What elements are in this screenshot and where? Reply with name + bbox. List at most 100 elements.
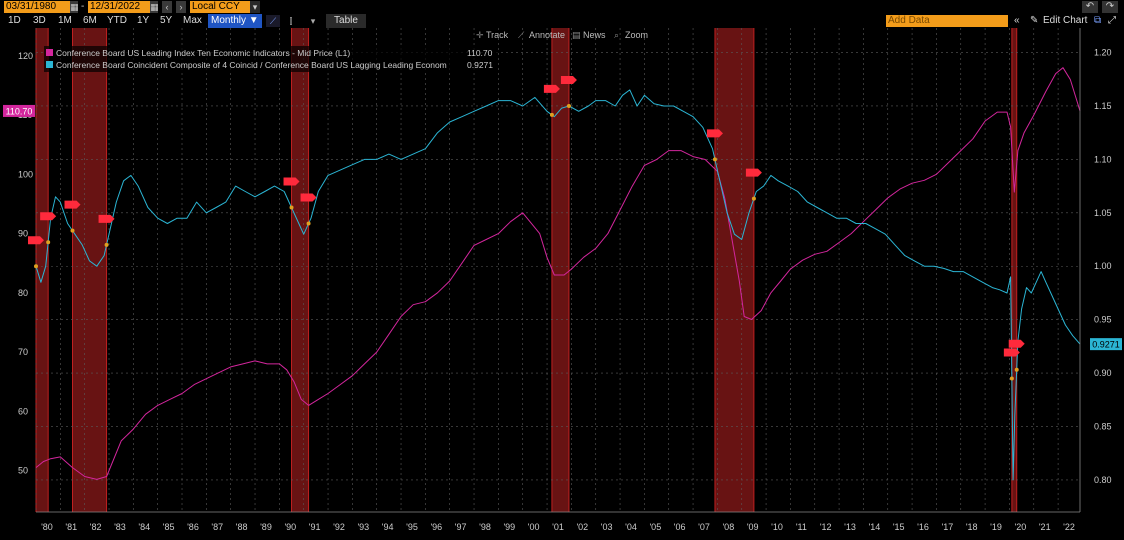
prev-arrow-icon[interactable]: ‹ — [162, 1, 172, 13]
left-axis-tick-label: 90 — [18, 229, 28, 239]
calendar-icon[interactable]: ▦ — [70, 1, 79, 13]
event-flag-marker — [283, 177, 300, 186]
x-axis-tick-label: '81 — [65, 522, 77, 532]
x-axis-tick-label: '18 — [966, 522, 978, 532]
x-axis-tick-label: '83 — [114, 522, 126, 532]
x-axis-tick-label: '08 — [722, 522, 734, 532]
news-icon[interactable]: ▤ — [572, 30, 581, 40]
period-3d[interactable]: 3D — [33, 15, 46, 26]
undo-icon[interactable]: ↶ — [1082, 1, 1098, 13]
zoom-tool[interactable]: Zoom — [625, 30, 648, 40]
event-flag-marker — [40, 212, 57, 221]
legend-value-leading-index: 110.70 — [467, 48, 493, 58]
date-toolbar: 03/31/1980 ▦ - 12/31/2022 ▦ ‹ › Local CC… — [0, 0, 1124, 14]
line-chart-icon[interactable]: ⟋ — [266, 15, 280, 27]
add-data-input[interactable]: Add Data — [886, 15, 1008, 27]
start-date-field[interactable]: 03/31/1980 — [4, 1, 70, 13]
x-axis-tick-label: '80 — [41, 522, 53, 532]
axes: 0.80 0.85 0.90 0.95 1.00 1.05 1.10 1.15 1.20 50 60… — [18, 28, 1112, 532]
chart-type-dropdown-icon[interactable]: ▾ — [306, 15, 320, 27]
x-axis-tick-label: '95 — [406, 522, 418, 532]
period-6m[interactable]: 6M — [83, 15, 97, 26]
edit-chart-button[interactable]: Edit Chart — [1043, 15, 1088, 26]
track-tool[interactable]: Track — [486, 30, 509, 40]
bar-chart-icon[interactable]: ⫿ — [284, 15, 298, 27]
period-ytd[interactable]: YTD — [107, 15, 127, 26]
chart-tools: ✛ Track ⟋ Annotate ▤ News ⌕ Zoom — [476, 30, 648, 40]
x-axis-tick-label: '88 — [236, 522, 248, 532]
recession-band — [551, 28, 569, 512]
x-axis-tick-label: '05 — [649, 522, 661, 532]
last-value-label-right: 0.9271 — [1092, 340, 1120, 350]
period-1m[interactable]: 1M — [58, 15, 72, 26]
x-axis-tick-label: '98 — [479, 522, 491, 532]
period-1d[interactable]: 1D — [8, 15, 21, 26]
x-axis-tick-label: '07 — [698, 522, 710, 532]
annotate-icon[interactable]: ⟋ — [518, 30, 525, 40]
event-point — [70, 228, 75, 233]
right-axis-tick-label: 1.10 — [1094, 154, 1112, 164]
event-flag-marker — [64, 200, 81, 209]
annotate-tool[interactable]: Annotate — [529, 30, 565, 40]
calendar-icon[interactable]: ▦ — [150, 1, 159, 13]
event-point — [712, 157, 717, 162]
right-axis-tick-label: 1.20 — [1094, 48, 1112, 58]
right-axis-tick-label: 0.80 — [1094, 475, 1112, 485]
table-button[interactable]: Table — [326, 14, 366, 28]
date-range-dash: - — [81, 1, 85, 12]
event-markers — [28, 75, 1025, 381]
event-point — [46, 240, 51, 245]
event-flag-marker — [706, 129, 723, 138]
recession-band — [72, 28, 107, 512]
x-axis-tick-label: '00 — [528, 522, 540, 532]
legend-value-ratio: 0.9271 — [467, 60, 493, 70]
currency-dropdown-icon[interactable]: ▾ — [250, 1, 260, 13]
x-axis-tick-label: '89 — [260, 522, 272, 532]
zoom-icon[interactable]: ⌕ — [614, 30, 619, 40]
legend-label-ratio: Conference Board Coincident Composite of… — [56, 60, 447, 70]
event-flag-marker — [28, 236, 44, 245]
x-axis-tick-label: '02 — [576, 522, 588, 532]
x-axis-tick-label: '96 — [430, 522, 442, 532]
event-point — [104, 242, 109, 247]
x-axis-tick-label: '04 — [625, 522, 637, 532]
left-axis-tick-label: 100 — [18, 169, 33, 179]
x-axis-tick-label: '92 — [333, 522, 345, 532]
left-axis-tick-label: 70 — [18, 347, 28, 357]
end-date-field[interactable]: 12/31/2022 — [88, 1, 150, 13]
event-point — [549, 112, 554, 117]
event-flag-marker — [543, 84, 560, 93]
x-axis-tick-label: '03 — [601, 522, 613, 532]
chart: 0.80 0.85 0.90 0.95 1.00 1.05 1.10 1.15 1.20 50 60… — [0, 28, 1124, 540]
period-max[interactable]: Max — [183, 15, 202, 26]
last-value-badge-right: 0.9271 — [1090, 338, 1122, 351]
chart-settings-icon[interactable]: ⧉ — [1094, 15, 1102, 26]
period-1y[interactable]: 1Y — [137, 15, 150, 26]
x-axis-tick-label: '09 — [747, 522, 759, 532]
x-axis-tick-label: '97 — [455, 522, 467, 532]
x-axis-tick-label: '94 — [382, 522, 394, 532]
event-point — [34, 264, 38, 269]
news-tool[interactable]: News — [583, 30, 606, 40]
right-axis-tick-label: 0.90 — [1094, 368, 1112, 378]
x-axis-tick-label: '22 — [1063, 522, 1075, 532]
recession-band — [1011, 28, 1017, 512]
x-axis-tick-label: '19 — [990, 522, 1002, 532]
next-arrow-icon[interactable]: › — [176, 1, 186, 13]
redo-icon[interactable]: ↷ — [1102, 1, 1118, 13]
crosshair-icon[interactable]: ✛ — [476, 30, 484, 40]
currency-select[interactable]: Local CCY — [190, 1, 252, 13]
period-5y[interactable]: 5Y — [160, 15, 173, 26]
x-axis-tick-label: '21 — [1039, 522, 1051, 532]
frequency-select[interactable]: Monthly ▼ — [208, 14, 262, 28]
grid — [35, 28, 1080, 512]
x-axis-tick-label: '17 — [942, 522, 954, 532]
right-axis-tick-label: 1.00 — [1094, 261, 1112, 271]
collapse-icon[interactable]: « — [1014, 15, 1020, 26]
right-axis-tick-label: 1.15 — [1094, 101, 1112, 111]
event-point — [1014, 367, 1019, 372]
edit-icon[interactable]: ✎ — [1030, 15, 1039, 26]
x-axis-tick-label: '84 — [138, 522, 150, 532]
right-axis-tick-label: 1.05 — [1094, 208, 1112, 218]
expand-icon[interactable]: ⤢ — [1108, 15, 1116, 26]
